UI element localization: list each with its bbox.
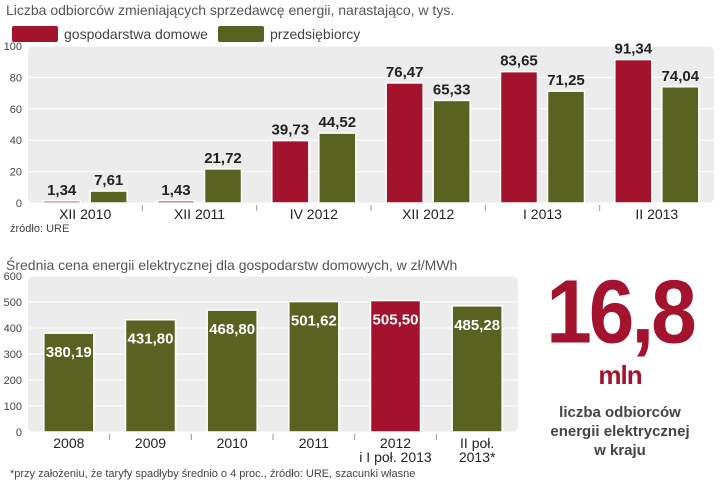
chart1-x-tick-label: I 2013: [523, 206, 562, 222]
chart1-data-label: 71,25: [547, 72, 585, 89]
chart2-x-tick-label: II poł.: [460, 435, 494, 451]
chart1-svg: 0 20 40 60 80 100 1,34 7,61 XII 2010 1,43 21,72 XII…: [4, 41, 714, 222]
chart1-bar-households: [42, 200, 81, 204]
legend-swatch-businesses: [218, 26, 264, 42]
chart2-data-label: 468,80: [209, 321, 255, 338]
chart1-bar-households: [156, 200, 196, 204]
chart1-y-tick: 20: [10, 167, 22, 179]
chart1-bar-businesses: [89, 190, 128, 204]
chart1-y-tick: 100: [4, 41, 22, 53]
chart2-y-tick: 400: [4, 323, 22, 335]
chart1-source: źródło: URE: [10, 223, 70, 235]
chart2-x-tick-label: 2013*: [459, 449, 496, 465]
legend-item-households: gospodarstwa domowe: [12, 24, 208, 44]
highlight-number: 16,8: [546, 262, 697, 363]
chart1-bar-businesses: [318, 132, 357, 204]
chart2-title: Średnia cena energii elektrycznej dla go…: [6, 257, 458, 273]
chart2-data-label: 431,80: [128, 331, 174, 348]
chart1-data-label: 21,72: [204, 150, 242, 167]
highlight-description: liczba odbiorców energii elektrycznej w …: [528, 403, 712, 460]
chart2-x-tick-label: 2011: [299, 435, 329, 451]
highlight-description-line: energii elektrycznej: [550, 423, 690, 440]
chart2-y-tick: 0: [16, 427, 22, 439]
chart1-bar-businesses: [203, 168, 243, 204]
chart2-data-label: 505,50: [373, 312, 419, 329]
chart1-y-tick: 0: [16, 198, 22, 210]
chart2-x-tick-label: 2008: [53, 435, 84, 451]
highlight-description-line: w kraju: [594, 442, 646, 459]
chart2-data-label: 380,19: [46, 344, 92, 361]
chart1-bar-businesses: [432, 99, 471, 204]
chart1-title: Liczba odbiorców zmieniających sprzedawc…: [6, 2, 455, 18]
chart1-x-tick-label: XII 2011: [174, 206, 225, 222]
legend-label-households: gospodarstwa domowe: [64, 26, 208, 42]
chart1-data-label: 44,52: [319, 114, 357, 131]
chart1-bar-households: [271, 139, 310, 204]
chart2-bar: [206, 309, 258, 433]
chart2-bar: [124, 318, 177, 433]
chart1-plot-area: [28, 46, 714, 203]
chart1-data-label: 74,04: [662, 68, 700, 85]
chart2-x-tick-label: i I poł. 2013: [359, 449, 432, 465]
highlight-description-line: liczba odbiorców: [559, 404, 681, 421]
chart1-data-label: 1,43: [161, 182, 190, 199]
chart1-data-label: 76,47: [386, 64, 424, 81]
chart2-data-label: 485,28: [454, 317, 500, 334]
chart2-x-tick-label: 2009: [135, 435, 166, 451]
chart2-y-tick: 100: [4, 401, 22, 413]
chart1-bar-businesses: [661, 86, 700, 204]
chart2-bar: [369, 299, 422, 433]
chart1-y-tick: 40: [10, 135, 22, 147]
chart1-x-tick-label: XII 2010: [59, 206, 111, 222]
chart2-y-tick: 200: [4, 375, 22, 387]
chart1-data-label: 65,33: [433, 81, 471, 98]
chart2-bar: [43, 332, 95, 433]
chart1-x-tick-label: XII 2012: [402, 206, 454, 222]
legend-item-businesses: przedsiębiorcy: [218, 24, 360, 44]
chart2-svg: 0 100 200 300 400 500 600 380,19 2008 431,80 2009 4…: [4, 271, 518, 465]
chart1-x-tick-label: IV 2012: [290, 206, 338, 222]
chart1-y-tick: 60: [10, 104, 22, 116]
chart2-x-tick-label: 2012: [380, 435, 411, 451]
highlight-unit: mln: [598, 360, 642, 390]
chart2-footnote: *przy założeniu, że taryfy spadłyby śred…: [10, 468, 416, 480]
chart2-y-tick: 600: [4, 271, 22, 283]
chart2-y-tick: 500: [4, 297, 22, 309]
chart2-bar: [451, 305, 503, 433]
chart1-data-label: 39,73: [272, 122, 310, 139]
legend-label-businesses: przedsiębiorcy: [270, 26, 361, 42]
chart2-bar: [288, 300, 340, 433]
chart1-bar-households: [499, 70, 539, 204]
chart1-data-label: 91,34: [615, 41, 653, 58]
chart1-bar-households: [614, 58, 653, 204]
chart1-data-label: 7,61: [94, 172, 123, 189]
chart2-data-label: 501,62: [291, 313, 337, 330]
chart1-bar-businesses: [546, 90, 586, 204]
chart1-x-tick-label: II 2013: [635, 206, 678, 222]
chart1-bar-households: [385, 82, 424, 204]
chart1-data-label: 83,65: [500, 53, 538, 70]
chart2-x-tick-label: 2010: [217, 435, 248, 451]
chart1-y-tick: 80: [10, 72, 22, 84]
legend-swatch-households: [12, 26, 58, 42]
chart2-y-tick: 300: [4, 349, 22, 361]
chart1-data-label: 1,34: [47, 182, 77, 199]
